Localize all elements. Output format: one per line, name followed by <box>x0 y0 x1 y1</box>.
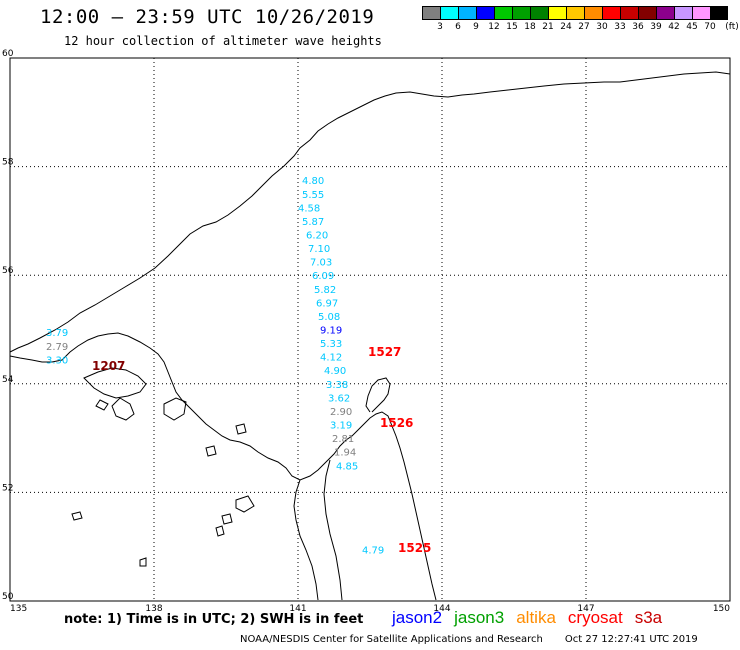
lon-tick-label: 144 <box>433 604 450 614</box>
lat-tick-label: 52 <box>2 483 13 493</box>
legend-swatch <box>440 6 458 20</box>
map-subtitle: 12 hour collection of altimeter wave hei… <box>64 34 382 48</box>
legend-swatch <box>584 6 602 20</box>
swh-value: 2.90 <box>330 407 352 418</box>
legend-label: 3 <box>437 22 443 32</box>
legend-label: 30 <box>596 22 608 32</box>
swh-value: 5.08 <box>318 312 340 323</box>
legend-label: 36 <box>632 22 644 32</box>
legend-swatch <box>620 6 638 20</box>
legend-label: 9 <box>473 22 479 32</box>
legend-label: 12 <box>488 22 500 32</box>
lon-tick-label: 150 <box>713 604 730 614</box>
swh-value: 3.79 <box>46 328 68 339</box>
legend-label: 45 <box>686 22 698 32</box>
lon-tick-label: 141 <box>289 604 306 614</box>
satellite-name: altika <box>516 608 556 627</box>
legend-label: 27 <box>578 22 590 32</box>
legend-swatch <box>566 6 584 20</box>
satellite-name: jason3 <box>454 608 505 627</box>
swh-value: 1.94 <box>334 448 356 459</box>
legend-swatch <box>710 6 728 20</box>
legend-swatch <box>548 6 566 20</box>
legend-swatch <box>494 6 512 20</box>
satellite-key: jason2 jason3 altika cryosat s3a <box>392 608 674 628</box>
legend-label: 39 <box>650 22 662 32</box>
legend-swatch <box>602 6 620 20</box>
map-title: 12:00 – 23:59 UTC 10/26/2019 <box>40 6 375 28</box>
swh-value: 4.90 <box>324 366 346 377</box>
satellite-name: cryosat <box>567 608 623 627</box>
legend-swatches <box>422 6 728 20</box>
swh-value: 2.81 <box>332 434 354 445</box>
units-note: note: 1) Time is in UTC; 2) SWH is in fe… <box>64 612 364 627</box>
lat-tick-label: 50 <box>2 592 14 602</box>
swh-value: 3.38 <box>326 380 348 391</box>
satellite-name: s3a <box>634 608 663 627</box>
legend-labels: 3 6 9 12 15 18 21 24 27 30 33 36 39 42 45 70 (ft) <box>422 20 739 34</box>
swh-value: 9.19 <box>320 326 342 337</box>
pass-number-label: 1207 <box>92 359 125 373</box>
swh-value: 5.87 <box>302 217 324 228</box>
swh-value: 4.12 <box>320 353 342 364</box>
legend-label: (ft) <box>725 22 739 32</box>
map-frame <box>9 57 731 602</box>
legend-swatch <box>458 6 476 20</box>
swh-value: 3.19 <box>330 421 352 432</box>
lat-tick-label: 60 <box>2 49 14 59</box>
legend-label: 42 <box>668 22 680 32</box>
swh-value: 5.55 <box>302 190 324 201</box>
legend-swatch <box>674 6 692 20</box>
altimeter-tracks: 4.80 5.55 4.58 5.87 6.20 7.10 7.03 6.09 5.82 6.97… <box>46 176 431 556</box>
swh-value: 6.09 <box>312 271 334 282</box>
generated-timestamp: Oct 27 12:27:41 UTC 2019 <box>564 634 698 645</box>
swh-value: 5.33 <box>320 339 342 350</box>
legend-swatch <box>512 6 530 20</box>
swh-value: 4.58 <box>298 203 320 214</box>
color-legend: 3 6 9 12 15 18 21 24 27 30 33 36 39 42 45 70 (ft) <box>422 6 739 34</box>
lat-lon-grid: 135 138 141 144 147 150 60 58 56 54 52 50 <box>2 49 730 614</box>
legend-swatch <box>692 6 710 20</box>
legend-swatch <box>638 6 656 20</box>
coastline <box>9 71 731 601</box>
legend-swatch <box>476 6 494 20</box>
swh-value: 7.03 <box>310 258 332 269</box>
lon-tick-label: 135 <box>10 604 27 614</box>
lat-tick-label: 56 <box>2 266 14 276</box>
swh-value: 3.30 <box>46 355 68 366</box>
satellite-name: jason2 <box>392 608 443 627</box>
swh-value: 7.10 <box>308 244 330 255</box>
lat-tick-label: 54 <box>2 375 14 385</box>
swh-value: 5.82 <box>314 285 336 296</box>
legend-label: 6 <box>455 22 461 32</box>
swh-value: 6.20 <box>306 230 328 241</box>
swh-value: 4.80 <box>302 176 324 187</box>
swh-value: 6.97 <box>316 298 338 309</box>
swh-value: 4.85 <box>336 461 358 472</box>
credit-line: NOAA/NESDIS Center for Satellite Applica… <box>240 634 698 645</box>
legend-swatch <box>656 6 674 20</box>
lon-tick-label: 138 <box>145 604 162 614</box>
legend-label: 70 <box>704 22 716 32</box>
swh-value: 3.62 <box>328 393 350 404</box>
swh-value: 4.79 <box>362 545 384 556</box>
pass-number-label: 1527 <box>368 345 401 359</box>
lon-tick-label: 147 <box>577 604 594 614</box>
legend-label: 24 <box>560 22 572 32</box>
legend-swatch <box>530 6 548 20</box>
legend-swatch <box>422 6 440 20</box>
legend-label: 15 <box>506 22 518 32</box>
pass-number-label: 1526 <box>380 416 413 430</box>
legend-label: 18 <box>524 22 536 32</box>
pass-number-label: 1525 <box>398 541 431 555</box>
lat-tick-label: 58 <box>2 158 14 168</box>
swh-value: 2.79 <box>46 342 68 353</box>
credit-source: NOAA/NESDIS Center for Satellite Applica… <box>240 634 543 645</box>
legend-label: 21 <box>542 22 554 32</box>
legend-label: 33 <box>614 22 626 32</box>
